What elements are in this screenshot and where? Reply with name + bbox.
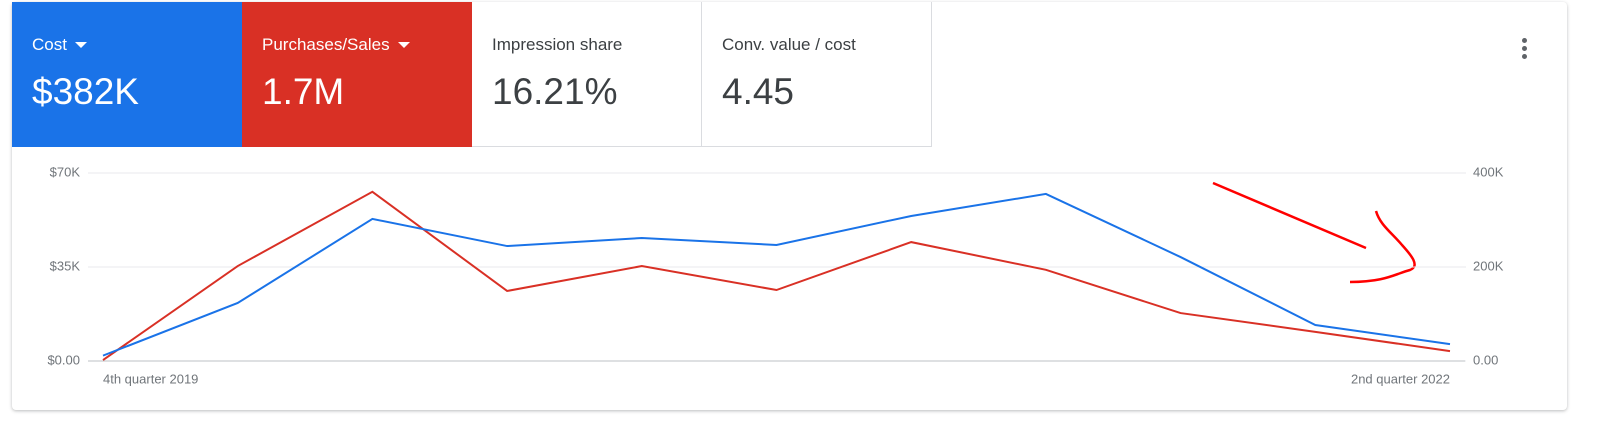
y-tick-label: $0.00 xyxy=(47,352,80,367)
dropdown-caret[interactable] xyxy=(74,42,87,48)
y-tick-label: $35K xyxy=(50,258,81,273)
scorecards: Cost $382K Purchases/Sales 1.7M Impression s… xyxy=(12,2,932,147)
scorecard-label: Conv. value / cost xyxy=(722,35,931,55)
y-tick-label: $70K xyxy=(50,164,81,179)
scorecard-label: Purchases/Sales xyxy=(262,35,471,55)
scorecard[interactable]: Purchases/Sales 1.7M xyxy=(242,2,472,147)
metric-name: Impression share xyxy=(492,35,623,54)
x-tick-label: 2nd quarter 2022 xyxy=(1351,371,1450,386)
more-menu[interactable] xyxy=(1522,38,1528,62)
scorecard[interactable]: Impression share 16.21% xyxy=(472,2,702,147)
metric-value: $382K xyxy=(32,71,139,112)
x-tick-label: 4th quarter 2019 xyxy=(103,371,198,386)
scorecard[interactable]: Cost $382K xyxy=(12,2,242,147)
performance-panel: Cost $382K Purchases/Sales 1.7M Impression s… xyxy=(12,2,1567,410)
series-line xyxy=(102,192,1451,357)
series-line xyxy=(102,190,1451,361)
y2-tick-label: 200K xyxy=(1473,258,1504,273)
scorecard-label: Cost xyxy=(32,35,241,55)
scorecard-label: Impression share xyxy=(492,35,701,55)
metric-name: Cost xyxy=(32,35,67,54)
scorecard[interactable]: Conv. value / cost 4.45 xyxy=(702,2,932,147)
metric-name: Purchases/Sales xyxy=(262,35,390,54)
metric-name: Conv. value / cost xyxy=(722,35,856,54)
metric-value: 1.7M xyxy=(262,71,345,112)
y2-tick-label: 400K xyxy=(1473,164,1504,179)
y2-tick-label: 0.00 xyxy=(1473,352,1498,367)
metric-value: 16.21% xyxy=(492,71,618,112)
metric-value: 4.45 xyxy=(722,71,795,112)
dropdown-caret[interactable] xyxy=(397,42,410,48)
annotation-arrow xyxy=(1212,181,1367,250)
annotation-scribble xyxy=(1349,210,1416,284)
